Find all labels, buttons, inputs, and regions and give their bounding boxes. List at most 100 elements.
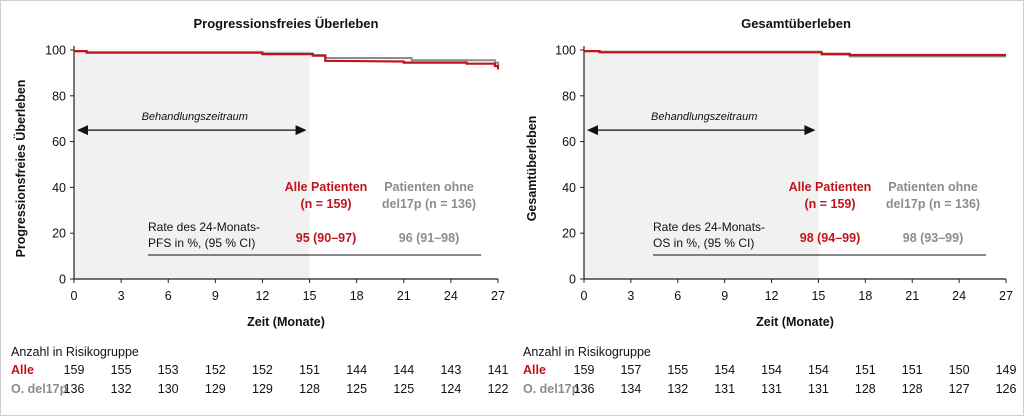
y-tick-label: 80 xyxy=(562,89,576,103)
x-tick-label: 21 xyxy=(397,289,411,303)
x-tick-label: 15 xyxy=(303,289,317,303)
arrow-head-left xyxy=(77,125,88,136)
risk-table-cell: 152 xyxy=(205,363,226,377)
x-tick-label: 6 xyxy=(165,289,172,303)
y-tick-label: 40 xyxy=(562,181,576,195)
risk-table-cell: 159 xyxy=(574,363,595,377)
risk-table-cell: 124 xyxy=(440,382,461,396)
x-tick-label: 6 xyxy=(674,289,681,303)
series-label-without-del17p: Patienten ohne xyxy=(384,180,474,194)
x-tick-label: 21 xyxy=(905,289,919,303)
y-tick-label: 40 xyxy=(52,181,66,195)
risk-table-cell: 129 xyxy=(252,382,273,396)
risk-table-cell: 128 xyxy=(855,382,876,396)
series-label-all-patients: Alle Patienten xyxy=(285,180,368,194)
risk-table-cell: 128 xyxy=(299,382,320,396)
risk-row-label-del17p: O. del17p xyxy=(523,382,580,396)
risk-table-cell: 141 xyxy=(488,363,509,377)
risk-table-cell: 143 xyxy=(440,363,461,377)
x-tick-label: 27 xyxy=(999,289,1013,303)
risk-table-cell: 151 xyxy=(855,363,876,377)
risk-table-cell: 136 xyxy=(574,382,595,396)
treatment-period-shade xyxy=(74,50,310,279)
arrow-head-left xyxy=(587,125,598,136)
risk-table-cell: 122 xyxy=(488,382,509,396)
series-label-all-patients: Alle Patienten xyxy=(789,180,872,194)
y-tick-label: 100 xyxy=(45,44,66,58)
x-tick-label: 18 xyxy=(858,289,872,303)
arrow-head-right xyxy=(295,125,307,136)
risk-table-cell: 144 xyxy=(346,363,367,377)
risk-table-cell: 154 xyxy=(761,363,782,377)
x-axis-label: Zeit (Monate) xyxy=(247,315,325,329)
risk-table-cell: 128 xyxy=(902,382,923,396)
chart-panel-1: Progressionsfreies Überleben020406080100… xyxy=(11,16,508,396)
risk-table-cell: 154 xyxy=(714,363,735,377)
x-tick-label: 0 xyxy=(581,289,588,303)
y-tick-label: 100 xyxy=(555,44,576,58)
series-label-n-without-del17p: del17p (n = 136) xyxy=(886,197,980,211)
x-tick-label: 12 xyxy=(255,289,269,303)
y-tick-label: 80 xyxy=(52,89,66,103)
x-tick-label: 0 xyxy=(71,289,78,303)
x-tick-label: 15 xyxy=(811,289,825,303)
risk-table-cell: 155 xyxy=(667,363,688,377)
risk-table-header: Anzahl in Risikogruppe xyxy=(11,345,139,359)
series-label-without-del17p: Patienten ohne xyxy=(888,180,978,194)
rate-value-without-del17p: 96 (91–98) xyxy=(399,231,459,245)
y-tick-label: 0 xyxy=(59,273,66,287)
x-tick-label: 9 xyxy=(212,289,219,303)
rate-value-without-del17p: 98 (93–99) xyxy=(903,231,963,245)
x-tick-label: 12 xyxy=(765,289,779,303)
x-tick-label: 27 xyxy=(491,289,505,303)
rate-label: Rate des 24-Monats- xyxy=(653,220,765,234)
risk-table-cell: 131 xyxy=(808,382,829,396)
y-tick-label: 0 xyxy=(569,273,576,287)
risk-table-cell: 154 xyxy=(808,363,829,377)
risk-table-cell: 130 xyxy=(158,382,179,396)
risk-table-cell: 131 xyxy=(761,382,782,396)
x-tick-label: 9 xyxy=(721,289,728,303)
y-tick-label: 60 xyxy=(562,135,576,149)
chart-title: Progressionsfreies Überleben xyxy=(194,16,379,31)
risk-table-cell: 151 xyxy=(299,363,320,377)
y-tick-label: 20 xyxy=(562,227,576,241)
risk-row-label-all: Alle xyxy=(523,363,546,377)
rate-label: Rate des 24-Monats- xyxy=(148,220,260,234)
risk-table-cell: 153 xyxy=(158,363,179,377)
series-label-n-all-patients: (n = 159) xyxy=(300,197,351,211)
treatment-period-shade xyxy=(584,50,819,279)
x-tick-label: 3 xyxy=(627,289,634,303)
series-line-all-patients xyxy=(584,50,1006,57)
x-tick-label: 24 xyxy=(952,289,966,303)
chart-title: Gesamtüberleben xyxy=(741,16,851,31)
risk-table-cell: 152 xyxy=(252,363,273,377)
rate-label-ci: PFS in %, (95 % CI) xyxy=(148,236,255,250)
risk-table-cell: 157 xyxy=(620,363,641,377)
risk-table-cell: 132 xyxy=(111,382,132,396)
treatment-period-label: Behandlungszeitraum xyxy=(142,111,248,123)
y-axis-label: Gesamtüberleben xyxy=(525,116,539,222)
x-axis-label: Zeit (Monate) xyxy=(756,315,834,329)
series-label-n-without-del17p: del17p (n = 136) xyxy=(382,197,476,211)
chart-panel-2: Gesamtüberleben 0 20 40 60 80 100 0 3 6 9 12 15 18 21 2… xyxy=(523,16,1016,396)
risk-table-cell: 144 xyxy=(393,363,414,377)
rate-value-all-patients: 98 (94–99) xyxy=(800,231,860,245)
series-line-all-patients xyxy=(74,50,500,70)
risk-table-cell: 149 xyxy=(996,363,1017,377)
series-label-n-all-patients: (n = 159) xyxy=(804,197,855,211)
risk-table-cell: 131 xyxy=(714,382,735,396)
x-tick-label: 18 xyxy=(350,289,364,303)
risk-table-cell: 125 xyxy=(393,382,414,396)
risk-table-cell: 129 xyxy=(205,382,226,396)
risk-table-cell: 136 xyxy=(64,382,85,396)
risk-table-cell: 150 xyxy=(949,363,970,377)
y-axis-label: Progressionsfreies Überleben xyxy=(13,80,28,258)
arrow-head-right xyxy=(804,125,816,136)
risk-table-cell: 126 xyxy=(996,382,1017,396)
x-tick-label: 3 xyxy=(118,289,125,303)
risk-table-cell: 155 xyxy=(111,363,132,377)
treatment-period-label: Behandlungszeitraum xyxy=(651,111,757,123)
